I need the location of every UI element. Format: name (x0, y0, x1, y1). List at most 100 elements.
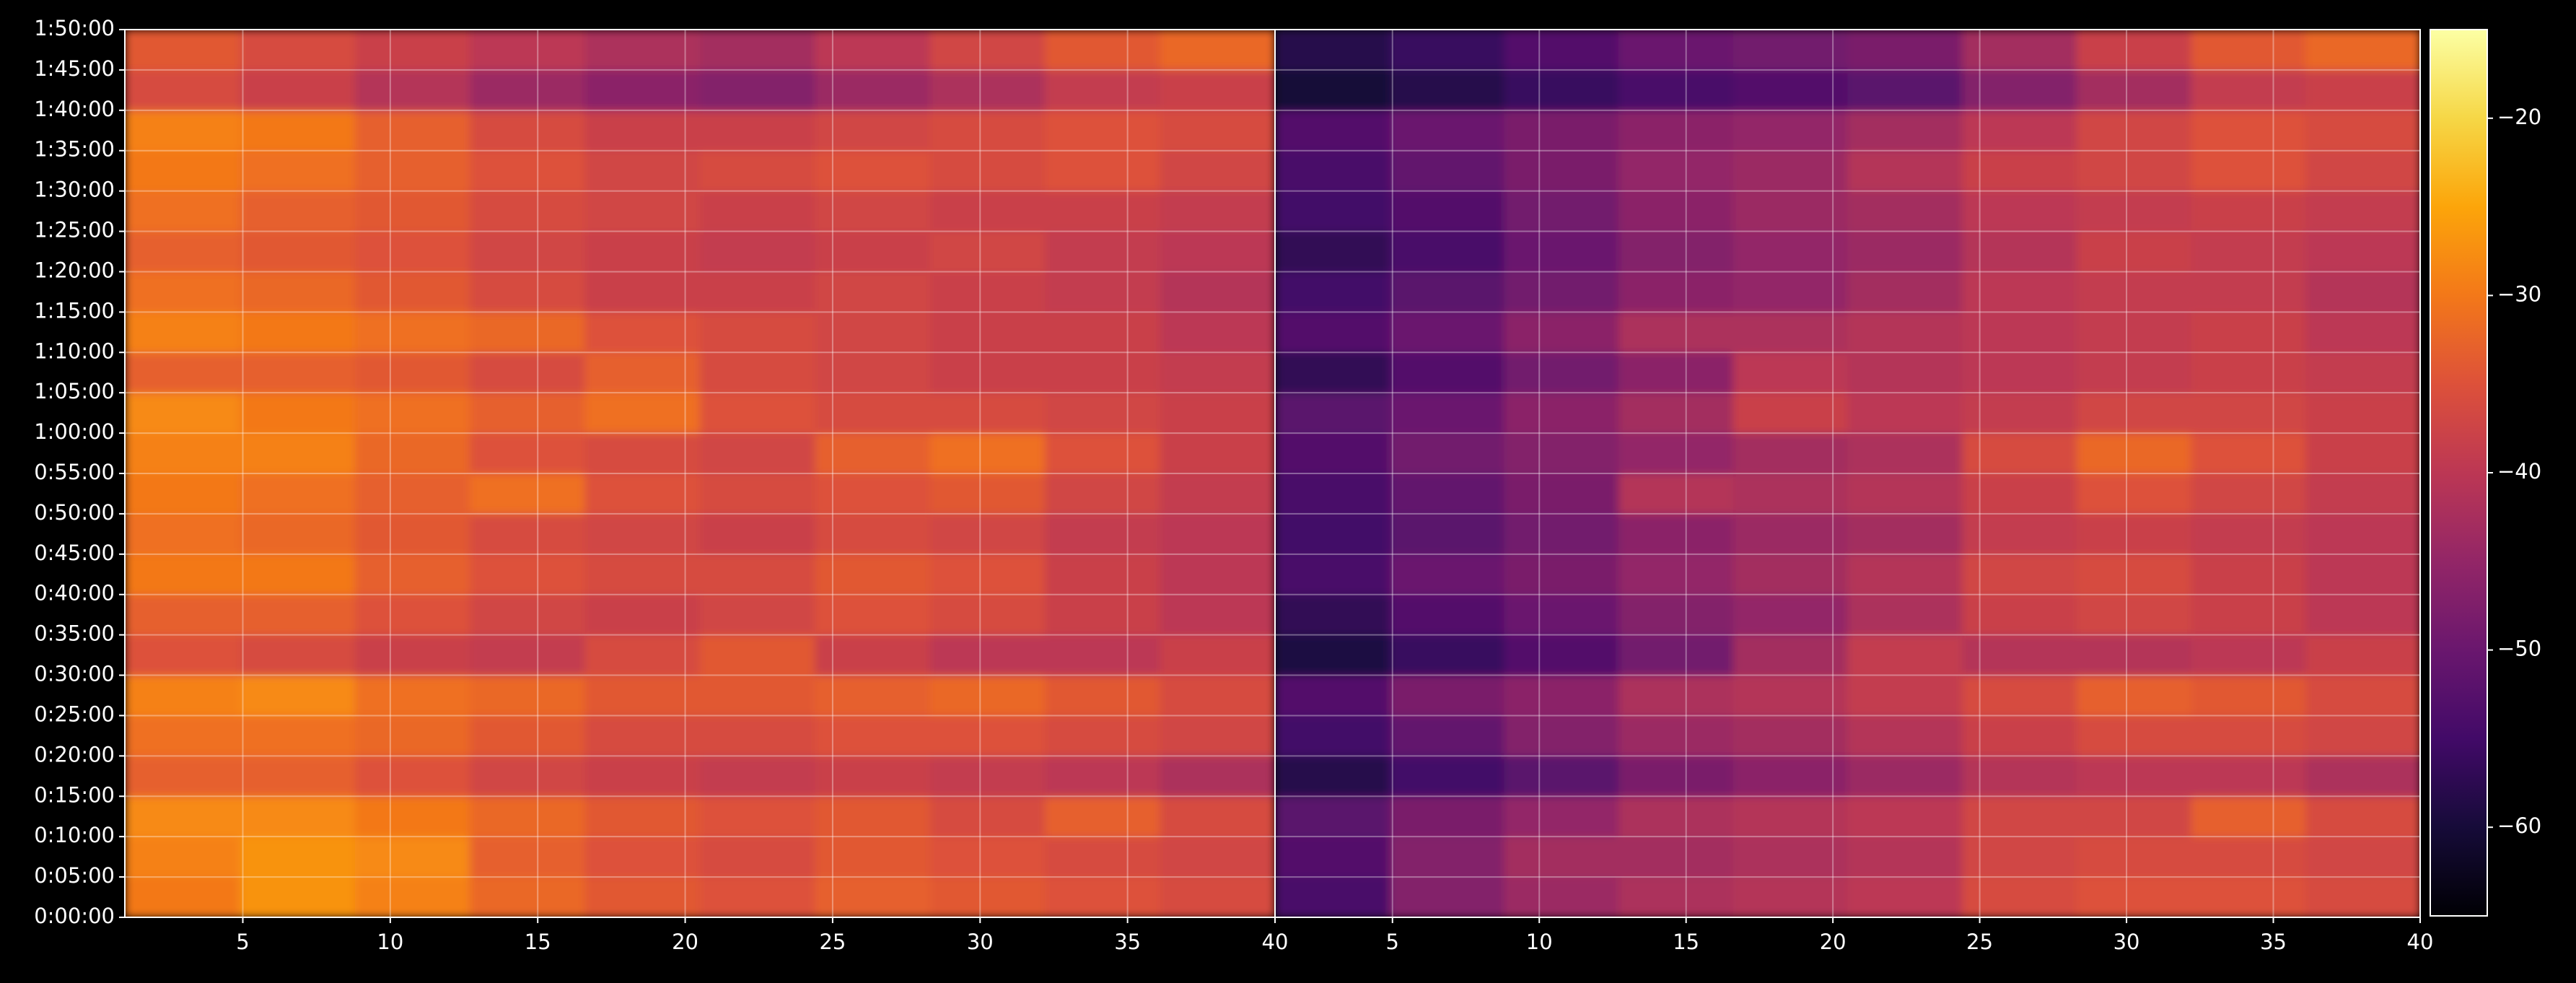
heatmap-cell (2305, 433, 2421, 474)
heatmap-cell (1618, 191, 1734, 232)
heatmap-cell (1962, 877, 2077, 918)
heatmap-cell (1504, 150, 1619, 192)
heatmap-cell (929, 150, 1046, 192)
heatmap-cell (700, 836, 815, 878)
heatmap-cell (1847, 271, 1963, 313)
heatmap-cell (1962, 271, 2077, 313)
heatmap-cell (1732, 30, 1848, 71)
heatmap-cell (1732, 312, 1848, 353)
heatmap-cell (240, 594, 356, 636)
heatmap-cell (1504, 271, 1619, 313)
heatmap-cell (2305, 756, 2421, 797)
heatmap-cell (240, 796, 356, 837)
heatmap-cell (1045, 554, 1161, 595)
heatmap-cell (240, 312, 356, 353)
plot-frame (1274, 29, 2421, 918)
heatmap-cell (2191, 352, 2306, 393)
heatmap-cell (1618, 271, 1734, 313)
heatmap-cell (2191, 473, 2306, 515)
heatmap-cell (1389, 675, 1504, 716)
heatmap-cell (240, 634, 356, 676)
heatmap-cell (470, 393, 586, 434)
heatmap-cell (1847, 191, 1963, 232)
heatmap-cell (700, 634, 815, 676)
heatmap-cell (1389, 393, 1504, 434)
heatmap-cell (354, 554, 470, 595)
heatmap-cell (2076, 271, 2192, 313)
heatmap-cell (470, 877, 586, 918)
heatmap-cell (1389, 877, 1504, 918)
y-tick-label: 0:50:00 (34, 500, 115, 525)
heatmap-cell (2305, 594, 2421, 636)
heatmap-cell (2076, 352, 2192, 393)
heatmap-cell (2305, 715, 2421, 756)
heatmap-cell (240, 69, 356, 111)
heatmap-cell (2191, 836, 2306, 878)
x-tick-label: 35 (1114, 930, 1141, 954)
heatmap-cell (1045, 715, 1161, 756)
heatmap-cells (125, 30, 1276, 918)
heatmap-cell (1389, 191, 1504, 232)
heatmap-cell (929, 30, 1046, 71)
heatmap-cell (1504, 877, 1619, 918)
heatmap-cell (1732, 594, 1848, 636)
heatmap-cell (1847, 836, 1963, 878)
heatmap-cell (470, 312, 586, 353)
heatmap-cell (700, 30, 815, 71)
heatmap-cell (700, 513, 815, 555)
heatmap-cell (470, 554, 586, 595)
heatmap-cell (240, 110, 356, 152)
y-tick-label: 0:55:00 (34, 460, 115, 484)
heatmap-cell (1045, 191, 1161, 232)
heatmap-cell (240, 715, 356, 756)
heatmap-cell (1389, 150, 1504, 192)
y-tick-label: 0:45:00 (34, 541, 115, 565)
heatmap-cell (700, 473, 815, 515)
heatmap-cell (1389, 231, 1504, 272)
heatmap-cell (584, 594, 701, 636)
heatmap-cell (125, 150, 240, 192)
heatmap-cell (1045, 393, 1161, 434)
heatmap-cell (584, 715, 701, 756)
heatmap-cell (584, 110, 701, 152)
x-tick-label: 15 (1673, 930, 1699, 954)
heatmap-cell (1160, 150, 1276, 192)
heatmap-cell (2076, 231, 2192, 272)
y-tick-label: 0:35:00 (34, 621, 115, 646)
heatmap-cell (1962, 352, 2077, 393)
heatmap-cell (2305, 796, 2421, 837)
heatmap-cell (240, 393, 356, 434)
heatmap-cell (1275, 513, 1390, 555)
heatmap-cell (1045, 473, 1161, 515)
heatmap-cell (1618, 554, 1734, 595)
heatmap-cell (1275, 756, 1390, 797)
heatmap-cell (1389, 352, 1504, 393)
heatmap-cell (1847, 796, 1963, 837)
heatmap-cell (2305, 191, 2421, 232)
heatmap-cell (700, 271, 815, 313)
heatmap-cell (1045, 594, 1161, 636)
heatmap-cell (1732, 634, 1848, 676)
heatmap-cell (2076, 715, 2192, 756)
heatmap-cell (1618, 594, 1734, 636)
heatmap-cell (125, 877, 240, 918)
heatmap-cell (2076, 110, 2192, 152)
heatmap-cell (1045, 796, 1161, 837)
heatmap-cell (929, 836, 1046, 878)
heatmap-cell (240, 756, 356, 797)
heatmap-cell (1389, 594, 1504, 636)
heatmap-cell (1732, 877, 1848, 918)
heatmap-cell (584, 756, 701, 797)
heatmap-cell (2191, 877, 2306, 918)
x-tick-label: 25 (1966, 930, 1993, 954)
heatmap-cell (584, 513, 701, 555)
x-tick-label: 10 (377, 930, 403, 954)
heatmap-cell (584, 393, 701, 434)
heatmap-cell (584, 352, 701, 393)
heatmap-cell (815, 352, 931, 393)
y-tick-label: 1:35:00 (34, 137, 115, 162)
y-tick-label: 1:00:00 (34, 419, 115, 444)
heatmap-cell (700, 796, 815, 837)
heatmap-cell (584, 796, 701, 837)
heatmap-cell (815, 473, 931, 515)
